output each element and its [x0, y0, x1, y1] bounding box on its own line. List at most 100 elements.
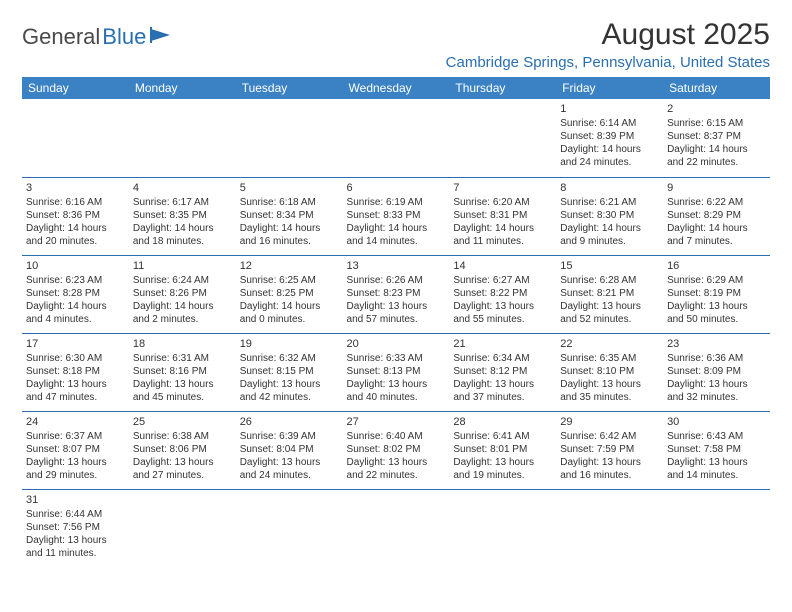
- cell-line: Daylight: 13 hours: [347, 378, 446, 391]
- cell-line: and 14 minutes.: [667, 469, 766, 482]
- cell-line: and 27 minutes.: [133, 469, 232, 482]
- cell-line: Sunrise: 6:28 AM: [560, 274, 659, 287]
- cell-line: Sunrise: 6:40 AM: [347, 430, 446, 443]
- logo-text-general: General: [22, 24, 100, 50]
- cell-line: Daylight: 14 hours: [347, 222, 446, 235]
- day-header: Tuesday: [236, 77, 343, 99]
- cell-line: Sunset: 8:02 PM: [347, 443, 446, 456]
- calendar-cell: 10Sunrise: 6:23 AMSunset: 8:28 PMDayligh…: [22, 255, 129, 333]
- logo-text-blue: Blue: [102, 24, 146, 50]
- cell-line: and 18 minutes.: [133, 235, 232, 248]
- cell-line: Daylight: 13 hours: [26, 456, 125, 469]
- calendar-cell: 16Sunrise: 6:29 AMSunset: 8:19 PMDayligh…: [663, 255, 770, 333]
- cell-line: Sunset: 8:21 PM: [560, 287, 659, 300]
- cell-line: Sunset: 8:15 PM: [240, 365, 339, 378]
- cell-line: and 0 minutes.: [240, 313, 339, 326]
- day-number: 12: [240, 259, 339, 273]
- day-number: 6: [347, 181, 446, 195]
- calendar-cell: [236, 99, 343, 177]
- calendar-cell: 19Sunrise: 6:32 AMSunset: 8:15 PMDayligh…: [236, 333, 343, 411]
- calendar-cell: [343, 489, 450, 567]
- day-number: 5: [240, 181, 339, 195]
- cell-line: Sunrise: 6:17 AM: [133, 196, 232, 209]
- cell-line: Daylight: 13 hours: [667, 300, 766, 313]
- cell-line: and 14 minutes.: [347, 235, 446, 248]
- day-number: 11: [133, 259, 232, 273]
- cell-line: Daylight: 13 hours: [347, 300, 446, 313]
- month-title: August 2025: [446, 18, 770, 52]
- cell-line: Daylight: 13 hours: [453, 378, 552, 391]
- calendar-cell: 11Sunrise: 6:24 AMSunset: 8:26 PMDayligh…: [129, 255, 236, 333]
- cell-line: and 42 minutes.: [240, 391, 339, 404]
- cell-line: Sunset: 8:13 PM: [347, 365, 446, 378]
- cell-line: and 4 minutes.: [26, 313, 125, 326]
- cell-line: and 19 minutes.: [453, 469, 552, 482]
- cell-line: Sunset: 8:10 PM: [560, 365, 659, 378]
- calendar-cell: 21Sunrise: 6:34 AMSunset: 8:12 PMDayligh…: [449, 333, 556, 411]
- calendar-cell: 23Sunrise: 6:36 AMSunset: 8:09 PMDayligh…: [663, 333, 770, 411]
- location-text: Cambridge Springs, Pennsylvania, United …: [446, 54, 770, 71]
- day-number: 16: [667, 259, 766, 273]
- cell-line: and 16 minutes.: [240, 235, 339, 248]
- calendar-cell: 15Sunrise: 6:28 AMSunset: 8:21 PMDayligh…: [556, 255, 663, 333]
- cell-line: Sunrise: 6:29 AM: [667, 274, 766, 287]
- day-number: 27: [347, 415, 446, 429]
- cell-line: Sunrise: 6:34 AM: [453, 352, 552, 365]
- day-number: 21: [453, 337, 552, 351]
- cell-line: Daylight: 13 hours: [667, 456, 766, 469]
- calendar-cell: 22Sunrise: 6:35 AMSunset: 8:10 PMDayligh…: [556, 333, 663, 411]
- cell-line: Daylight: 13 hours: [560, 456, 659, 469]
- calendar-cell: 13Sunrise: 6:26 AMSunset: 8:23 PMDayligh…: [343, 255, 450, 333]
- day-number: 10: [26, 259, 125, 273]
- calendar-cell: 7Sunrise: 6:20 AMSunset: 8:31 PMDaylight…: [449, 177, 556, 255]
- cell-line: Sunrise: 6:32 AM: [240, 352, 339, 365]
- cell-line: and 24 minutes.: [560, 156, 659, 169]
- cell-line: Daylight: 13 hours: [560, 378, 659, 391]
- cell-line: Daylight: 13 hours: [347, 456, 446, 469]
- cell-line: Sunrise: 6:38 AM: [133, 430, 232, 443]
- cell-line: Sunset: 8:28 PM: [26, 287, 125, 300]
- day-number: 7: [453, 181, 552, 195]
- cell-line: Daylight: 14 hours: [560, 143, 659, 156]
- cell-line: Sunset: 8:12 PM: [453, 365, 552, 378]
- cell-line: and 29 minutes.: [26, 469, 125, 482]
- day-number: 26: [240, 415, 339, 429]
- cell-line: Sunset: 8:09 PM: [667, 365, 766, 378]
- calendar-cell: 14Sunrise: 6:27 AMSunset: 8:22 PMDayligh…: [449, 255, 556, 333]
- cell-line: Daylight: 13 hours: [133, 378, 232, 391]
- calendar-cell: 1Sunrise: 6:14 AMSunset: 8:39 PMDaylight…: [556, 99, 663, 177]
- cell-line: Sunrise: 6:21 AM: [560, 196, 659, 209]
- day-number: 8: [560, 181, 659, 195]
- cell-line: Sunrise: 6:23 AM: [26, 274, 125, 287]
- cell-line: and 47 minutes.: [26, 391, 125, 404]
- cell-line: Daylight: 14 hours: [26, 222, 125, 235]
- cell-line: and 50 minutes.: [667, 313, 766, 326]
- day-number: 30: [667, 415, 766, 429]
- cell-line: and 7 minutes.: [667, 235, 766, 248]
- calendar-cell: 29Sunrise: 6:42 AMSunset: 7:59 PMDayligh…: [556, 411, 663, 489]
- day-header: Friday: [556, 77, 663, 99]
- cell-line: Sunrise: 6:43 AM: [667, 430, 766, 443]
- cell-line: Daylight: 13 hours: [26, 378, 125, 391]
- cell-line: Daylight: 14 hours: [240, 300, 339, 313]
- day-number: 18: [133, 337, 232, 351]
- day-number: 25: [133, 415, 232, 429]
- calendar-row: 24Sunrise: 6:37 AMSunset: 8:07 PMDayligh…: [22, 411, 770, 489]
- calendar-cell: [129, 99, 236, 177]
- cell-line: Sunrise: 6:26 AM: [347, 274, 446, 287]
- cell-line: Sunset: 8:06 PM: [133, 443, 232, 456]
- cell-line: Daylight: 14 hours: [133, 222, 232, 235]
- cell-line: Sunset: 8:31 PM: [453, 209, 552, 222]
- calendar-cell: [449, 489, 556, 567]
- cell-line: Sunrise: 6:25 AM: [240, 274, 339, 287]
- cell-line: and 45 minutes.: [133, 391, 232, 404]
- calendar-cell: 4Sunrise: 6:17 AMSunset: 8:35 PMDaylight…: [129, 177, 236, 255]
- day-header: Monday: [129, 77, 236, 99]
- cell-line: and 2 minutes.: [133, 313, 232, 326]
- calendar-cell: [343, 99, 450, 177]
- cell-line: Sunset: 8:19 PM: [667, 287, 766, 300]
- cell-line: Sunrise: 6:14 AM: [560, 117, 659, 130]
- calendar-cell: [556, 489, 663, 567]
- cell-line: and 22 minutes.: [667, 156, 766, 169]
- cell-line: Sunrise: 6:18 AM: [240, 196, 339, 209]
